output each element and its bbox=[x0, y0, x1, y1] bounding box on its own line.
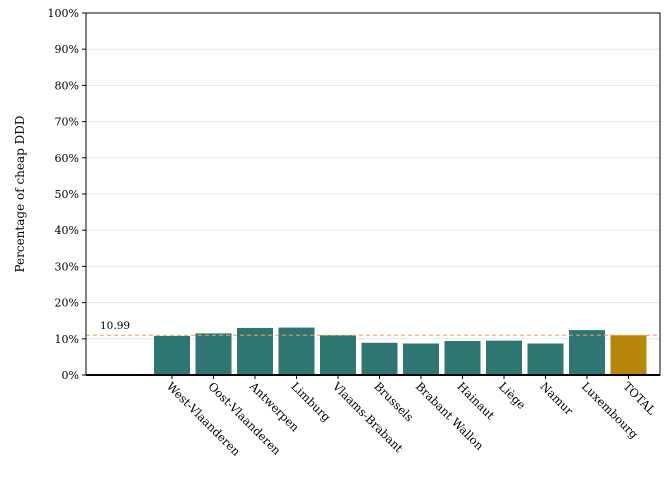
bar bbox=[403, 343, 439, 375]
x-tick-label: Vlaams-Brabant bbox=[329, 379, 406, 456]
y-axis-title: Percentage of cheap DDD bbox=[13, 115, 27, 272]
y-tick-label: 50% bbox=[55, 188, 79, 201]
y-tick-label: 20% bbox=[55, 297, 79, 310]
bar bbox=[527, 343, 564, 375]
y-tick-label: 30% bbox=[55, 260, 79, 273]
x-tick-label: Oost-Vlaanderen bbox=[205, 379, 284, 458]
bar bbox=[361, 342, 398, 375]
x-tick-label: Namur bbox=[537, 379, 576, 418]
bar bbox=[237, 327, 273, 375]
y-tick-label: 40% bbox=[55, 224, 79, 237]
y-tick-label: 60% bbox=[55, 152, 79, 165]
bar-total bbox=[610, 335, 647, 375]
y-tick-label: 10% bbox=[55, 333, 79, 346]
reference-line-label: 10.99 bbox=[100, 320, 130, 332]
x-tick-label: West-Vlaanderen bbox=[164, 379, 244, 459]
bars bbox=[154, 327, 647, 375]
gridlines bbox=[86, 48, 660, 340]
bar bbox=[486, 340, 522, 375]
reference-line-group: 10.99 bbox=[86, 320, 660, 336]
y-tick-label: 100% bbox=[48, 7, 79, 20]
bar bbox=[444, 340, 481, 375]
y-tick-labels: 0% 10% 20% 30% 40% 50% 60% 70% 80% 90% 100% bbox=[48, 7, 86, 382]
bar bbox=[569, 330, 605, 375]
bar bbox=[320, 335, 356, 375]
y-tick-label: 90% bbox=[55, 43, 79, 56]
y-tick-label: 0% bbox=[62, 369, 79, 382]
bar bbox=[154, 335, 190, 375]
bar bbox=[195, 333, 232, 375]
x-tick-label: TOTAL bbox=[620, 379, 658, 417]
x-tick-label: Liège bbox=[496, 379, 529, 412]
x-tick-labels: West-VlaanderenOost-VlaanderenAntwerpenL… bbox=[164, 375, 659, 459]
y-tick-label: 80% bbox=[55, 79, 79, 92]
y-tick-label: 70% bbox=[55, 116, 79, 129]
bar bbox=[278, 327, 315, 375]
